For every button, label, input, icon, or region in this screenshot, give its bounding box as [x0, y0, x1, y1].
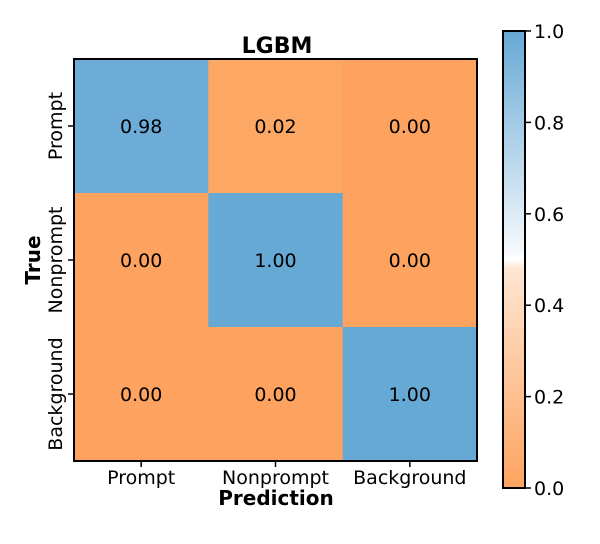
- cell-value-label: 0.00: [120, 250, 162, 272]
- cell-value-label: 0.00: [389, 116, 431, 138]
- y-tick-label: Prompt: [45, 92, 67, 160]
- cell-value-label: 0.02: [254, 116, 296, 138]
- cell-value-label: 0.98: [120, 116, 162, 138]
- x-axis-ticks: Prompt Nonprompt Background: [107, 461, 467, 489]
- y-axis-title: True: [21, 235, 45, 284]
- x-tick-label: Prompt: [107, 467, 175, 489]
- cell-value-label: 0.00: [254, 384, 296, 406]
- heatmap-cell: [342, 327, 478, 462]
- heatmap-cell: [74, 59, 209, 194]
- x-tick-label: Background: [353, 467, 466, 489]
- colorbar-tick-label: 0.8: [534, 112, 564, 134]
- colorbar-tick-label: 0.6: [534, 204, 564, 226]
- colorbar-tick-label: 0.2: [534, 387, 564, 409]
- colorbar-tick-label: 0.0: [534, 478, 564, 500]
- heatmap-cells: 0.98 0.02 0.00 0.00 1.00 0.00 0.00 0.00 1.00: [74, 59, 478, 462]
- heatmap-cell: [74, 193, 209, 328]
- heatmap-cell: [342, 59, 478, 194]
- chart-title: LGBM: [242, 34, 313, 59]
- heatmap-cell: [208, 59, 344, 194]
- colorbar-gradient: [503, 31, 525, 488]
- heatmap-cell: [74, 327, 209, 462]
- colorbar-frame: [502, 30, 526, 489]
- colorbar-tick-label: 0.4: [534, 295, 564, 317]
- colorbar-tick-label: 1.0: [534, 21, 564, 43]
- colorbar-ticks: 0.0 0.2 0.4 0.6 0.8 1.0: [525, 21, 564, 500]
- cell-value-label: 0.00: [389, 250, 431, 272]
- x-tick-label: Nonprompt: [222, 467, 329, 489]
- y-tick-label: Nonprompt: [45, 207, 67, 314]
- x-axis-title: Prediction: [218, 486, 334, 510]
- colorbar: 0.0 0.2 0.4 0.6 0.8 1.0: [502, 21, 564, 500]
- heatmap-cell: [208, 193, 344, 328]
- cell-value-label: 1.00: [254, 250, 296, 272]
- y-axis-ticks: Prompt Nonprompt Background: [45, 92, 74, 451]
- heatmap-cell: [342, 193, 478, 328]
- y-tick-label: Background: [45, 337, 67, 450]
- cell-value-label: 0.00: [120, 384, 162, 406]
- cell-value-label: 1.00: [389, 384, 431, 406]
- heatmap-cell: [208, 327, 344, 462]
